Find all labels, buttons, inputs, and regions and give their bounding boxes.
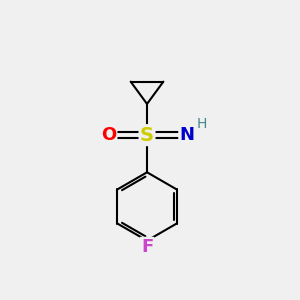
Text: H: H — [196, 117, 207, 131]
Text: N: N — [180, 126, 195, 144]
Text: O: O — [101, 126, 116, 144]
Text: F: F — [141, 238, 153, 256]
Text: S: S — [140, 126, 154, 145]
